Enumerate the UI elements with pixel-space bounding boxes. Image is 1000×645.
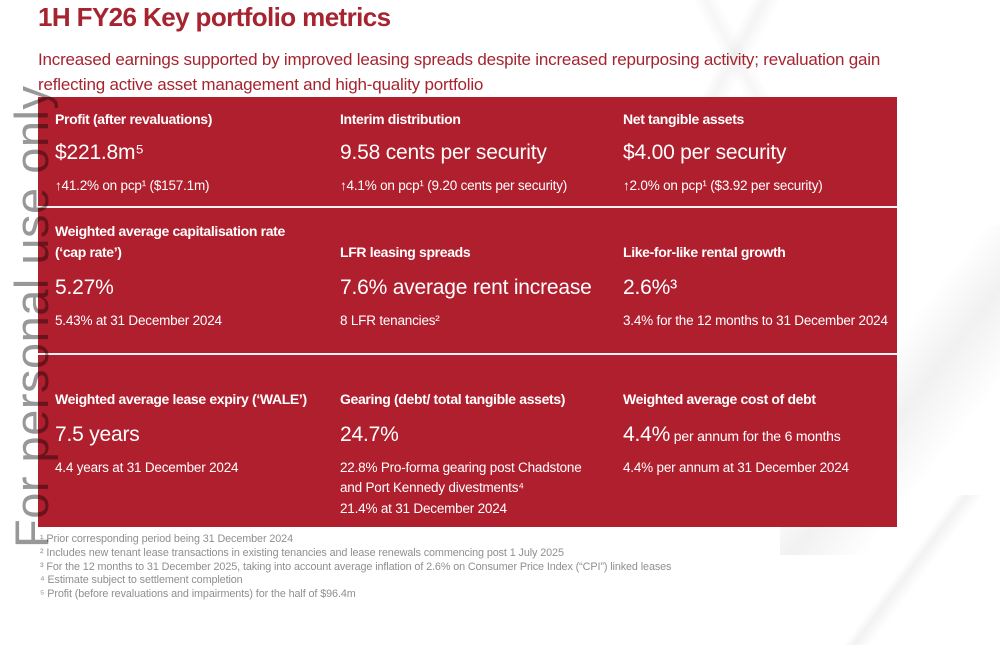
footnote-1: ¹ Prior corresponding period being 31 De… bbox=[40, 533, 293, 545]
footnotes: ¹ Prior corresponding period being 31 De… bbox=[40, 533, 940, 602]
metric-value-suffix: per annum for the 6 months bbox=[670, 428, 841, 444]
metric-label: Like-for-like rental growth bbox=[623, 243, 786, 260]
metric-value: 5.27% bbox=[55, 276, 114, 299]
metric-value: 4.4% per annum for the 6 months bbox=[623, 423, 841, 446]
metric-card-cost-of-debt: Weighted average cost of debt 4.4% per a… bbox=[606, 355, 897, 525]
page-subtitle: Increased earnings supported by improved… bbox=[38, 50, 881, 95]
metric-subtext: 4.4% per annum at 31 December 2024 bbox=[623, 460, 849, 476]
metric-card-like-for-like-rental-growth: Like-for-like rental growth 2.6%³ 3.4% f… bbox=[606, 208, 897, 353]
metric-card-lfr-leasing-spreads: LFR leasing spreads 7.6% average rent in… bbox=[323, 208, 606, 353]
metric-value: 2.6%³ bbox=[623, 276, 677, 299]
metric-value: $221.8m⁵ bbox=[55, 141, 144, 165]
footnote-2: ² Includes new tenant lease transactions… bbox=[40, 546, 564, 559]
metric-subtext: 5.43% at 31 December 2024 bbox=[55, 313, 222, 329]
metric-value: 7.6% average rent increase bbox=[340, 276, 592, 299]
metric-label: Gearing (debt/ total tangible assets) bbox=[340, 390, 566, 407]
footnote-4: ⁴ Estimate subject to settlement complet… bbox=[40, 574, 243, 587]
metric-card-interim-distribution: Interim distribution 9.58 cents per secu… bbox=[323, 97, 606, 206]
metric-label: Weighted average lease expiry (‘WALE’) bbox=[55, 390, 307, 407]
metric-card-cap-rate: Weighted average capitalisation rate (‘c… bbox=[38, 208, 323, 353]
metric-card-gearing: Gearing (debt/ total tangible assets) 24… bbox=[323, 355, 606, 525]
metric-subtext: 4.4 years at 31 December 2024 bbox=[55, 460, 239, 476]
metrics-row-3: Weighted average lease expiry (‘WALE’) 7… bbox=[38, 355, 897, 525]
metric-label: Profit (after revaluations) bbox=[55, 111, 213, 127]
metric-value: $4.00 per security bbox=[623, 141, 787, 165]
metric-label: Interim distribution bbox=[340, 111, 461, 127]
page-title: 1H FY26 Key portfolio metrics bbox=[38, 2, 391, 32]
metric-label: LFR leasing spreads bbox=[340, 243, 471, 260]
metric-subtext: ↑4.1% on pcp¹ (9.20 cents per security) bbox=[340, 178, 568, 194]
footnote-5: ⁵ Profit (before revaluations and impair… bbox=[40, 588, 356, 601]
metric-card-profit: Profit (after revaluations) $221.8m⁵ ↑41… bbox=[38, 97, 323, 206]
metric-label: Weighted average cost of debt bbox=[623, 390, 816, 407]
metrics-row-2: Weighted average capitalisation rate (‘c… bbox=[38, 208, 897, 355]
metric-subtext: ↑2.0% on pcp¹ ($3.92 per security) bbox=[623, 178, 823, 194]
metric-value: 9.58 cents per security bbox=[340, 141, 547, 165]
metric-subtext: ↑41.2% on pcp¹ ($157.1m) bbox=[55, 178, 210, 194]
metric-value: 7.5 years bbox=[55, 423, 140, 446]
metric-card-net-tangible-assets: Net tangible assets $4.00 per security ↑… bbox=[606, 97, 897, 206]
metric-subtext: 3.4% for the 12 months to 31 December 20… bbox=[623, 313, 888, 329]
metrics-row-1: Profit (after revaluations) $221.8m⁵ ↑41… bbox=[38, 97, 897, 208]
metric-subtext: 8 LFR tenancies² bbox=[340, 313, 440, 329]
metric-value: 24.7% bbox=[340, 423, 399, 446]
metrics-grid: Profit (after revaluations) $221.8m⁵ ↑41… bbox=[38, 97, 897, 527]
footnote-3: ³ For the 12 months to 31 December 2025,… bbox=[40, 560, 672, 573]
metric-card-wale: Weighted average lease expiry (‘WALE’) 7… bbox=[38, 355, 323, 525]
metric-subtext: 22.8% Pro-forma gearing post Chadstone a… bbox=[340, 460, 582, 516]
metric-label: Weighted average capitalisation rate (‘c… bbox=[55, 223, 285, 260]
metric-label: Net tangible assets bbox=[623, 111, 744, 127]
